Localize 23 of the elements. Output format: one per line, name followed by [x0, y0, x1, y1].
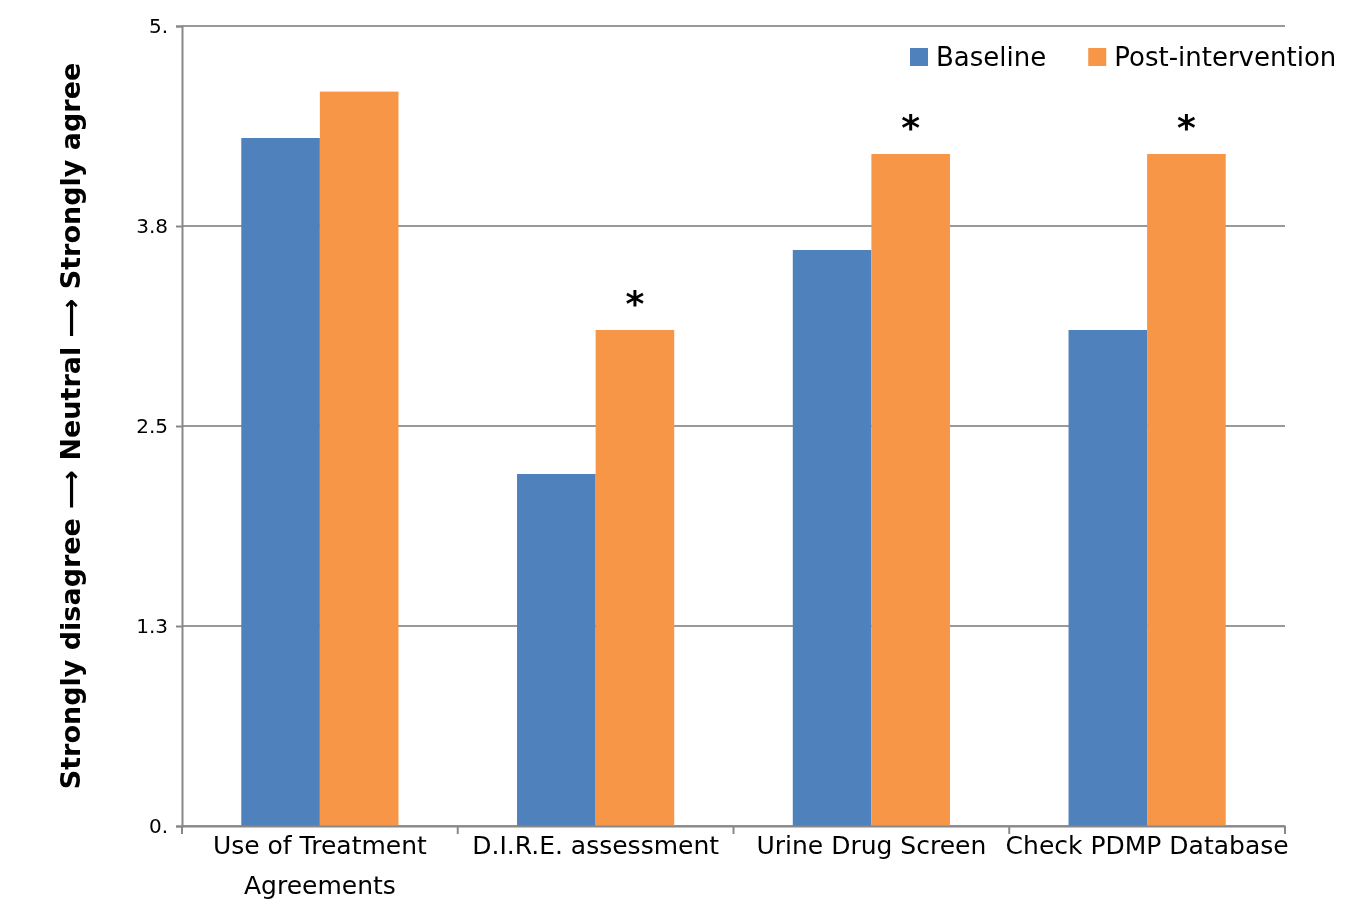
bar — [1147, 154, 1226, 826]
x-tick-label: Check PDMP Database — [1005, 831, 1289, 860]
x-tick-label: D.I.R.E. assessment — [472, 831, 720, 860]
legend-label: Baseline — [936, 42, 1047, 72]
y-tick-label: 0. — [148, 813, 168, 838]
annotation: * — [625, 283, 645, 324]
legend-label: Post-intervention — [1114, 42, 1337, 72]
bar — [595, 330, 675, 826]
bar — [517, 474, 596, 826]
annotation: * — [901, 107, 921, 148]
y-tick-label: 2.5 — [136, 413, 168, 438]
x-tick-label: Use of Treatment Agreements — [212, 831, 428, 900]
y-tick-label: 1.3 — [136, 613, 168, 638]
annotation: * — [1177, 107, 1197, 148]
bar — [1068, 330, 1148, 826]
bar — [871, 154, 950, 826]
y-tick-label: 3.8 — [136, 213, 168, 238]
x-tick-label: Urine Drug Screen — [756, 831, 987, 860]
y-tick-label: 5. — [148, 13, 168, 38]
y-axis-title: Strongly disagree ⟶ Neutral ⟶ Strongly agree — [55, 62, 86, 790]
bar — [319, 91, 399, 826]
bar — [241, 138, 320, 826]
bar — [792, 250, 872, 826]
